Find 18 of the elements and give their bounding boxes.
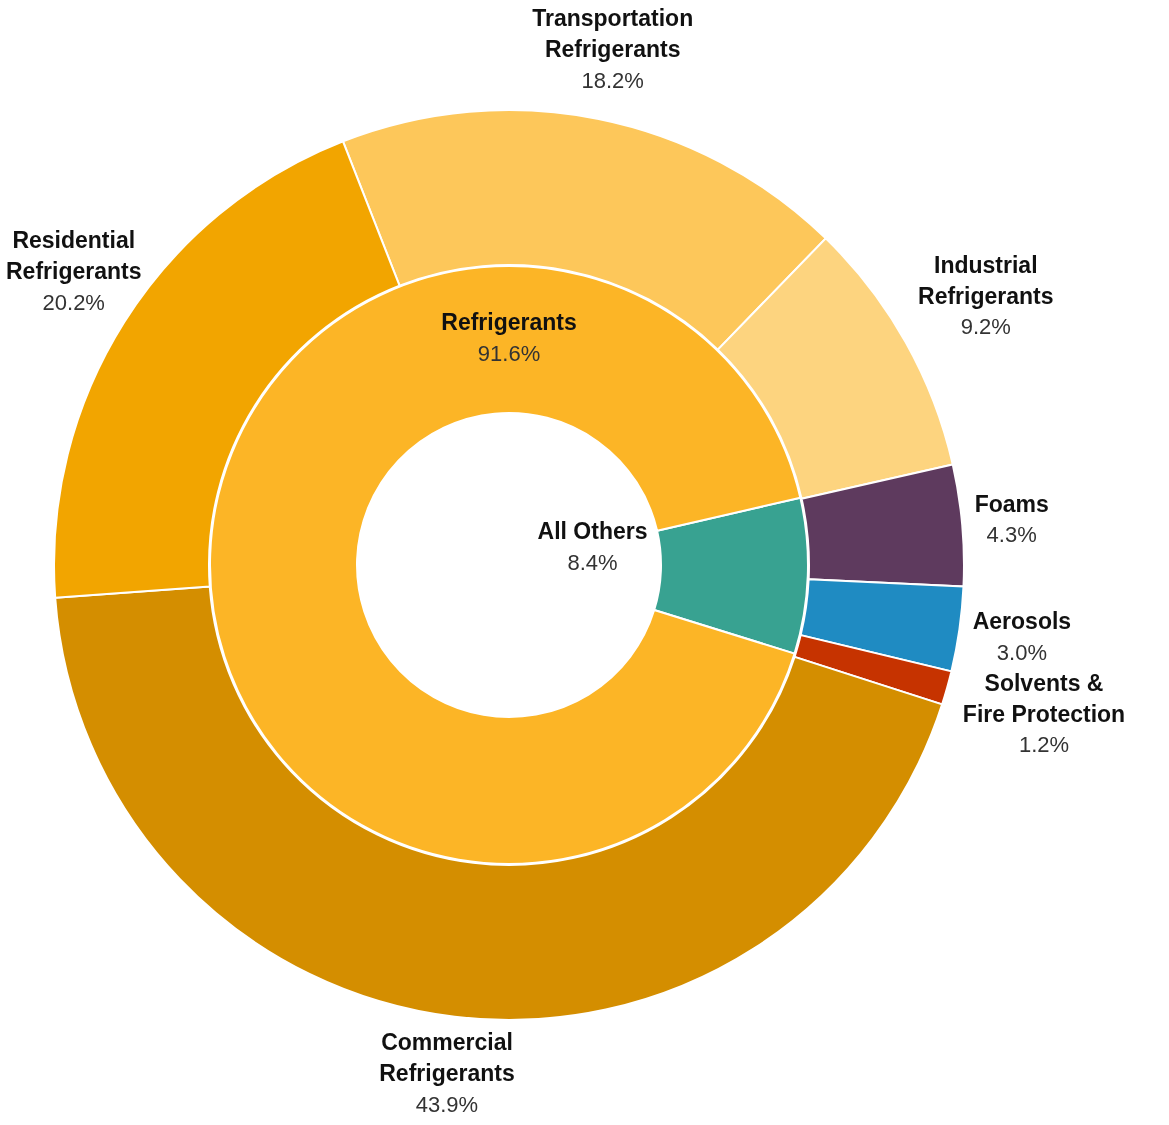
slice-label: Solvents & Fire Protection — [962, 669, 1126, 727]
slice-label: Transportation Refrigerants — [532, 4, 694, 62]
slice-label: Commercial Refrigerants — [379, 1028, 515, 1086]
data-label: 1.2% — [1018, 732, 1070, 758]
data-label: 91.6% — [477, 341, 541, 367]
slice-label: Residential Refrigerants — [6, 227, 142, 285]
slice-label: Aerosols — [972, 608, 1072, 635]
data-label: 4.3% — [986, 522, 1037, 548]
data-label: 9.2% — [960, 314, 1011, 340]
data-label: 43.9% — [415, 1091, 479, 1117]
data-label: 20.2% — [42, 290, 105, 316]
slice-label: All Others — [537, 517, 648, 544]
slice-label: Foams — [974, 490, 1049, 517]
data-label: 18.2% — [581, 67, 644, 93]
data-label: 3.0% — [996, 639, 1047, 665]
data-label: 8.4% — [567, 549, 618, 575]
slice-label: Refrigerants — [441, 309, 577, 336]
slice-label: Industrial Refrigerants — [918, 251, 1054, 309]
